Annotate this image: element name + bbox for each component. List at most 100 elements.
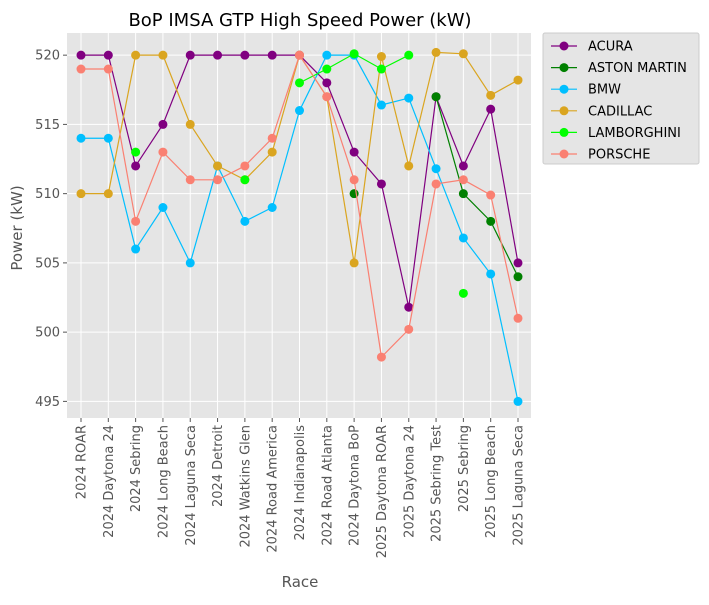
legend-label: ASTON MARTIN [588,61,687,76]
legend-label: CADILLAC [588,104,652,119]
data-point [404,161,414,171]
data-point [376,179,386,189]
data-point [213,50,223,60]
data-point [322,78,332,88]
data-point [185,119,195,129]
data-point [158,50,168,60]
data-point [295,106,304,116]
legend-marker [559,127,569,137]
legend-label: LAMBORGHINI [588,126,681,141]
data-point [158,147,168,157]
legend: ACURA ASTON MARTIN BMW CADILLAC LAMBORGHINI P… [542,32,700,165]
series-aston-martin [349,92,523,282]
data-point [322,64,332,74]
data-point [76,133,86,143]
data-point [240,216,250,226]
legend-marker [559,84,569,94]
data-point [431,164,441,174]
series-porsche [76,50,523,362]
data-point [213,161,223,171]
x-tick-label: 2024 Daytona 24 [102,425,117,538]
data-point [267,202,277,212]
data-point [267,147,277,157]
data-point [376,352,386,362]
x-tick-label: 2024 Sebring [129,425,144,512]
data-point [404,50,414,60]
data-point [513,272,523,282]
data-point [213,175,223,185]
y-tick-label: 510 [35,187,60,202]
data-point [76,64,86,74]
data-point [404,93,414,103]
data-point [513,313,523,323]
x-tick-label: 2024 Daytona BoP [348,425,363,546]
legend-marker [559,106,569,116]
data-point [103,133,113,143]
data-point [158,202,168,212]
data-point [513,75,523,85]
data-point [431,92,441,102]
data-point [349,49,359,59]
legend-box [542,32,700,165]
data-point [240,175,250,185]
x-tick-label: 2024 Road America [266,425,281,553]
chart-title: BoP IMSA GTP High Speed Power (kW) [128,10,471,31]
data-point [349,258,359,268]
data-point [458,161,468,171]
data-point [486,104,496,114]
data-point [431,47,441,57]
x-tick-label: 2024 ROAR [75,425,90,499]
y-axis-label: Power (kW) [8,185,26,270]
x-tick-label: 2024 Laguna Seca [184,425,199,546]
data-point [240,161,250,171]
x-tick-label: 2024 Road Atlanta [320,425,335,546]
data-point [131,161,141,171]
data-point [185,258,195,268]
x-tick-label: 2024 Detroit [211,425,226,507]
data-point [349,147,359,157]
data-point [376,52,386,62]
legend-label: PORSCHE [588,148,650,163]
legend-label: ACURA [588,40,633,55]
data-point [295,50,304,60]
data-point [376,64,386,74]
data-point [267,133,277,143]
x-tick-label: 2024 Indianapolis [293,425,308,541]
data-point [458,175,468,185]
data-point [131,50,141,60]
data-point [103,64,113,74]
series-line [435,96,519,278]
data-point [322,92,332,102]
series-lamborghini [131,49,468,298]
data-point [131,216,141,226]
legend-marker [559,149,569,159]
y-tick-label: 520 [35,49,60,64]
data-point [458,233,468,243]
data-point [486,269,496,279]
data-point [76,50,86,60]
data-point [103,189,113,199]
data-point [103,50,113,60]
data-point [322,50,332,60]
y-tick-label: 495 [35,395,60,410]
x-axis-label: Race [282,573,319,591]
data-point [376,100,386,110]
x-tick-label: 2025 Sebring [457,425,472,512]
x-tick-label: 2025 Daytona 24 [402,425,417,538]
x-tick-label: 2025 Long Beach [484,425,499,538]
x-tick-label: 2025 Daytona ROAR [375,425,390,558]
data-point [185,50,195,60]
legend-marker [559,63,569,73]
data-point [513,396,523,406]
data-point [185,175,195,185]
y-tick-label: 515 [35,118,60,133]
data-point [513,258,523,268]
x-tick-label: 2024 Long Beach [156,425,171,538]
data-point [349,175,359,185]
x-tick-label: 2025 Laguna Seca [512,425,527,546]
y-tick-label: 505 [35,256,60,271]
legend-marker [559,41,569,51]
legend-label: BMW [588,83,621,98]
